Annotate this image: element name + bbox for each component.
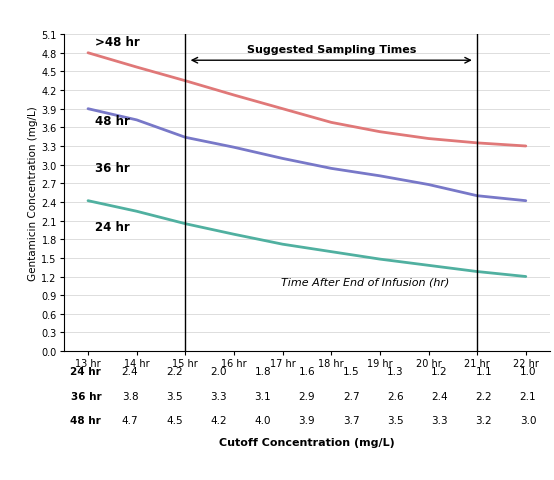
Text: 1.1: 1.1	[475, 366, 492, 376]
Text: Time After End of Infusion (hr): Time After End of Infusion (hr)	[281, 277, 449, 287]
Text: 3.1: 3.1	[254, 391, 271, 401]
Y-axis label: Gentamicin Concentration (mg/L): Gentamicin Concentration (mg/L)	[28, 106, 38, 280]
Text: 2.2: 2.2	[166, 366, 183, 376]
Text: www.medscape.com: www.medscape.com	[219, 9, 335, 19]
Text: 1.6: 1.6	[299, 366, 315, 376]
Text: 3.5: 3.5	[166, 391, 183, 401]
Text: 3.2: 3.2	[475, 416, 492, 426]
Text: 3.3: 3.3	[431, 416, 448, 426]
Text: Source: Am J Health-Syst Pharm © 2008 American Society of Health-System Pharmaci: Source: Am J Health-Syst Pharm © 2008 Am…	[85, 464, 469, 473]
Text: Cutoff Concentration (mg/L): Cutoff Concentration (mg/L)	[219, 437, 395, 446]
Text: 3.3: 3.3	[210, 391, 227, 401]
Text: 4.0: 4.0	[254, 416, 271, 426]
Text: 2.0: 2.0	[210, 366, 227, 376]
Text: 2.6: 2.6	[387, 391, 404, 401]
Text: Medscape®: Medscape®	[11, 9, 85, 19]
Text: 1.2: 1.2	[431, 366, 448, 376]
Text: 36 hr: 36 hr	[70, 391, 101, 401]
Text: 3.5: 3.5	[387, 416, 404, 426]
Text: 2.4: 2.4	[431, 391, 448, 401]
Text: 2.9: 2.9	[299, 391, 315, 401]
Text: 2.2: 2.2	[475, 391, 492, 401]
Text: 3.7: 3.7	[343, 416, 360, 426]
Text: 48 hr: 48 hr	[95, 115, 130, 128]
Text: 2.4: 2.4	[122, 366, 138, 376]
Text: 4.2: 4.2	[210, 416, 227, 426]
Text: 2.7: 2.7	[343, 391, 360, 401]
Text: 1.8: 1.8	[254, 366, 271, 376]
Text: 24 hr: 24 hr	[70, 366, 101, 376]
Text: 4.7: 4.7	[122, 416, 138, 426]
Text: 1.3: 1.3	[387, 366, 404, 376]
Text: 1.5: 1.5	[343, 366, 360, 376]
Text: 2.1: 2.1	[520, 391, 536, 401]
Text: 48 hr: 48 hr	[70, 416, 101, 426]
Text: 3.0: 3.0	[520, 416, 536, 426]
Text: 24 hr: 24 hr	[95, 220, 130, 233]
Text: Suggested Sampling Times: Suggested Sampling Times	[247, 45, 416, 55]
Text: 4.5: 4.5	[166, 416, 183, 426]
Text: 3.8: 3.8	[122, 391, 138, 401]
Text: 1.0: 1.0	[520, 366, 536, 376]
Text: 36 hr: 36 hr	[95, 162, 130, 175]
Text: 3.9: 3.9	[299, 416, 315, 426]
Text: >48 hr: >48 hr	[95, 36, 140, 49]
